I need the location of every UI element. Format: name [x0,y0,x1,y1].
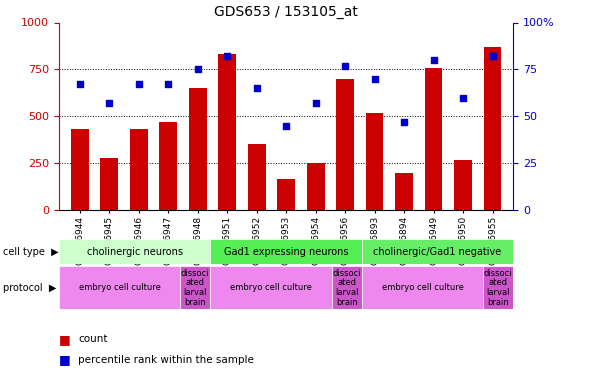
Point [488,53,497,59]
Text: cholinergic/Gad1 negative: cholinergic/Gad1 negative [373,247,502,256]
Bar [336,79,354,210]
Bar [307,163,324,210]
Text: cholinergic neurons: cholinergic neurons [87,247,183,256]
Bar [130,129,148,210]
Point [104,100,114,106]
Bar [366,112,384,210]
Text: percentile rank within the sample: percentile rank within the sample [78,355,254,365]
Bar [395,173,413,210]
Point [458,94,468,100]
Point [311,100,320,106]
Bar [100,158,118,210]
Bar [211,266,332,309]
Point [429,57,438,63]
Text: Gad1 expressing neurons: Gad1 expressing neurons [224,247,349,256]
Text: count: count [78,334,107,344]
Point [193,66,202,72]
Bar [189,88,206,210]
Text: embryo cell culture: embryo cell culture [382,284,463,292]
Text: cell type  ▶: cell type ▶ [3,247,58,256]
Bar [362,266,483,309]
Text: dissoci
ated
larval
brain: dissoci ated larval brain [181,269,209,307]
Text: protocol  ▶: protocol ▶ [3,283,56,293]
Text: embryo cell culture: embryo cell culture [230,284,312,292]
Point [281,123,291,129]
Point [222,53,232,59]
Bar [180,266,211,309]
Bar [248,144,266,210]
Bar [425,68,442,210]
Bar [277,179,295,210]
Text: dissoci
ated
larval
brain: dissoci ated larval brain [332,269,361,307]
Point [252,85,261,91]
Bar [483,266,513,309]
Point [75,81,84,87]
Bar [159,122,177,210]
Text: ■: ■ [59,354,71,366]
Bar [332,266,362,309]
Bar [59,239,211,264]
Bar [362,239,513,264]
Point [340,63,350,69]
Bar [211,239,362,264]
Bar [71,129,88,210]
Point [163,81,173,87]
Bar [218,54,236,210]
Bar [454,160,472,210]
Point [134,81,143,87]
Text: ■: ■ [59,333,71,346]
Text: embryo cell culture: embryo cell culture [78,284,160,292]
Text: dissoci
ated
larval
brain: dissoci ated larval brain [484,269,513,307]
Point [399,119,409,125]
Bar [59,266,180,309]
Point [370,76,379,82]
Title: GDS653 / 153105_at: GDS653 / 153105_at [214,5,358,19]
Bar [484,47,502,210]
